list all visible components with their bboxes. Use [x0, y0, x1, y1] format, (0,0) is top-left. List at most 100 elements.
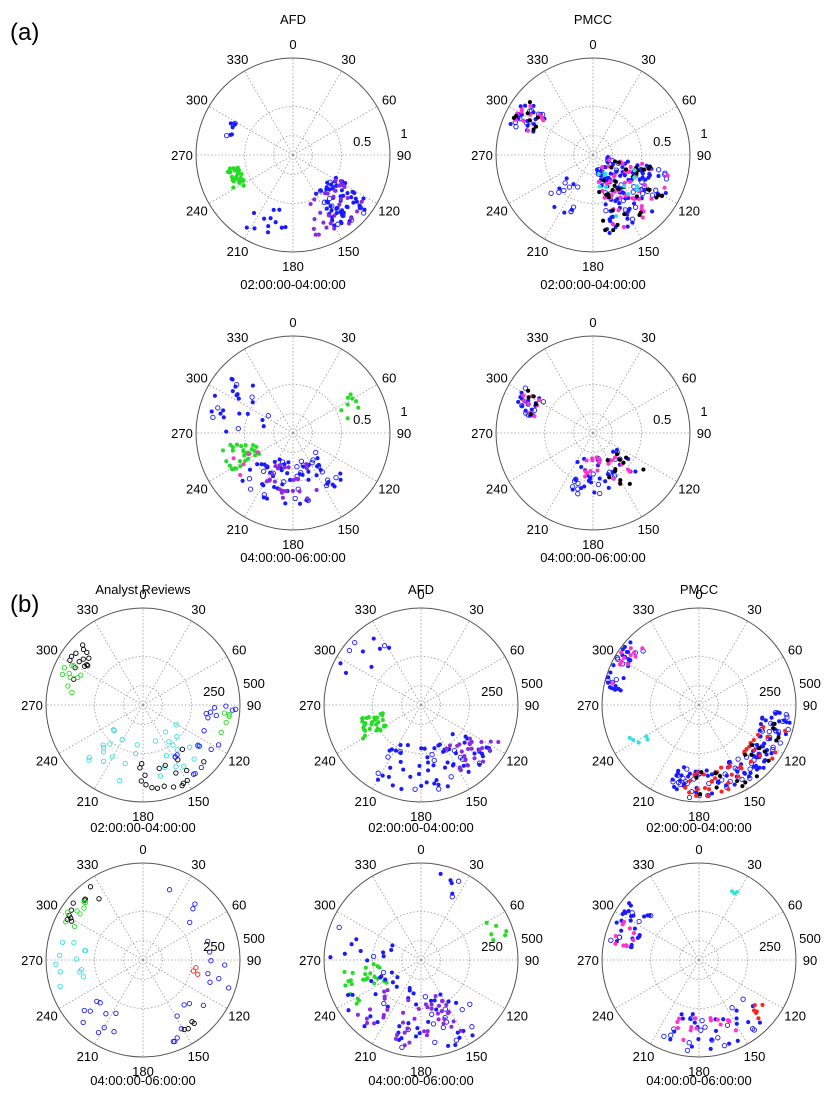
data-point — [345, 416, 350, 421]
data-point — [733, 1028, 738, 1033]
data-point — [528, 103, 533, 109]
data-point — [749, 752, 754, 757]
data-point — [273, 220, 278, 225]
data-point — [394, 1032, 400, 1038]
polar-frame — [323, 607, 519, 803]
data-point — [526, 401, 531, 406]
data-point — [180, 780, 187, 786]
theta-tick-label: 180 — [132, 809, 154, 824]
data-point — [172, 1038, 178, 1045]
data-point — [467, 736, 472, 741]
theta-tick-label: 210 — [355, 1049, 377, 1064]
data-point — [738, 764, 743, 769]
data-point — [239, 171, 244, 177]
data-point — [314, 473, 319, 478]
data-point — [636, 740, 641, 745]
data-point — [389, 947, 394, 953]
data-point — [491, 937, 496, 943]
theta-tick-label: 30 — [641, 330, 655, 345]
data-point — [318, 188, 323, 193]
theta-tick-label: 120 — [228, 754, 250, 769]
data-point — [616, 208, 621, 213]
theta-tick-label: 270 — [577, 698, 599, 713]
data-point — [385, 754, 391, 760]
data-point — [772, 727, 779, 734]
theta-tick-label: 270 — [299, 953, 321, 968]
data-point — [380, 773, 385, 778]
data-point — [122, 760, 128, 767]
theta-tick-label: 90 — [803, 953, 817, 968]
data-point — [402, 1030, 407, 1035]
grid-spoke — [142, 704, 192, 790]
data-point — [220, 448, 226, 453]
data-point — [688, 1016, 693, 1021]
data-point — [451, 1019, 456, 1024]
data-point — [332, 226, 337, 231]
data-point — [406, 998, 411, 1003]
grid-spoke — [292, 432, 378, 482]
data-point — [173, 764, 179, 770]
data-point — [727, 763, 732, 769]
data-point — [595, 468, 600, 473]
grid-spoke — [592, 154, 642, 240]
data-point — [583, 469, 588, 474]
grid-circle — [372, 656, 470, 754]
data-point — [527, 99, 532, 105]
data-point — [310, 457, 316, 463]
data-point — [119, 736, 125, 743]
data-point — [233, 381, 240, 388]
data-point — [561, 187, 567, 194]
data-point — [332, 188, 338, 193]
theta-tick-label: 30 — [341, 330, 355, 345]
data-point — [338, 471, 343, 476]
grid-spoke — [292, 106, 378, 156]
time-range-label: 04:00:00-06:00:00 — [540, 550, 646, 565]
data-point — [743, 752, 748, 757]
data-point — [634, 171, 639, 176]
data-point — [372, 981, 377, 986]
data-point — [635, 935, 640, 940]
data-point — [670, 779, 676, 785]
grid-spoke — [142, 959, 228, 1009]
data-point — [348, 392, 353, 397]
data-point — [656, 167, 662, 173]
data-point — [200, 1002, 207, 1009]
data-point — [431, 763, 436, 768]
data-point — [631, 913, 636, 918]
data-point — [290, 488, 295, 493]
data-point — [314, 191, 319, 196]
data-point — [412, 1016, 417, 1021]
data-point — [620, 922, 625, 927]
theta-tick-label: 180 — [282, 537, 304, 552]
data-point — [526, 395, 531, 400]
chart-title: PMCC — [574, 12, 612, 27]
data-point — [363, 965, 368, 970]
data-point — [466, 746, 471, 752]
data-point — [777, 740, 783, 746]
data-point — [719, 789, 724, 794]
data-point — [575, 491, 581, 497]
data-point — [466, 769, 471, 774]
data-point — [533, 124, 539, 129]
grid-spoke — [292, 432, 342, 518]
data-point — [712, 776, 718, 781]
data-point — [235, 165, 240, 170]
data-point — [624, 649, 629, 655]
r-tick-label: 500 — [799, 931, 821, 946]
data-point — [81, 1007, 87, 1014]
theta-tick-label: 330 — [227, 52, 249, 67]
theta-tick-label: 240 — [186, 204, 208, 219]
data-point — [389, 970, 394, 975]
data-point — [614, 447, 620, 452]
theta-tick-label: 30 — [191, 602, 205, 617]
theta-tick-label: 120 — [506, 1009, 528, 1024]
grid-circle — [401, 940, 441, 980]
data-point — [608, 937, 614, 943]
data-point — [726, 1041, 732, 1046]
data-point — [227, 463, 232, 468]
data-point — [627, 206, 632, 211]
data-point — [234, 466, 239, 471]
data-point — [298, 458, 305, 464]
data-point — [613, 179, 619, 184]
data-point — [706, 793, 711, 799]
